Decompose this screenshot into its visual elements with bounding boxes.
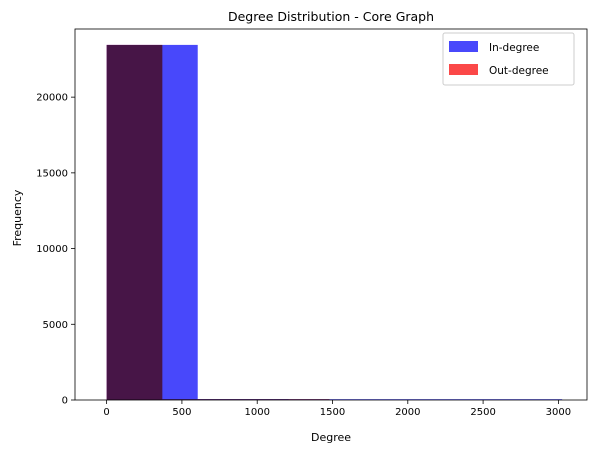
legend-label-out-degree: Out-degree — [489, 65, 549, 77]
x-tick-label: 500 — [172, 407, 191, 418]
x-tick-label: 3000 — [546, 407, 571, 418]
axes-layer: 0 500 1000 1500 2000 2500 3000 0 5000 10000 15000 2… — [36, 28, 588, 418]
y-tick-label: 5000 — [43, 320, 68, 331]
x-tick-label: 2500 — [470, 407, 495, 418]
plot-frame — [74, 28, 588, 401]
y-axis-label: Frequency — [11, 189, 24, 246]
y-tick-label: 10000 — [36, 244, 68, 255]
legend-frame — [442, 32, 575, 86]
bars-layer — [106, 44, 563, 401]
legend-swatch-in-degree — [449, 41, 478, 52]
y-tick-label: 20000 — [36, 93, 68, 104]
x-tick-label: 1000 — [244, 407, 269, 418]
y-tick-label: 0 — [62, 396, 68, 407]
x-tick-label: 2000 — [395, 407, 420, 418]
x-tick-label: 0 — [103, 407, 109, 418]
legend-label-in-degree: In-degree — [489, 42, 539, 54]
x-tick-label: 1500 — [320, 407, 345, 418]
x-axis-label: Degree — [311, 431, 351, 444]
legend: In-degree Out-degree — [442, 32, 575, 86]
bar-out-degree-0 — [106, 44, 163, 401]
chart-title: Degree Distribution - Core Graph — [228, 9, 434, 24]
y-tick-label: 15000 — [36, 168, 68, 179]
legend-swatch-out-degree — [449, 64, 478, 75]
